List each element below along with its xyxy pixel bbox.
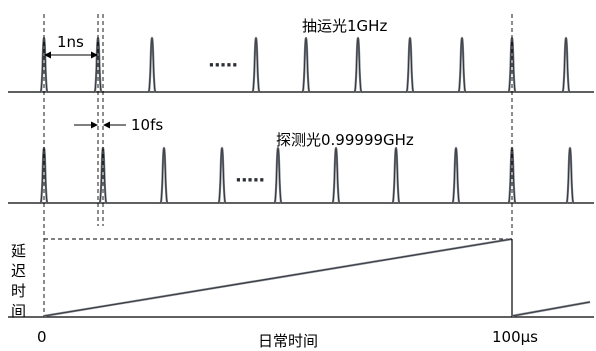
- pump-pulse-core: [458, 37, 466, 93]
- delay-sawtooth: [43, 237, 591, 318]
- pump-pulse-core: [562, 37, 570, 93]
- x-tick-100us: 100μs: [492, 328, 538, 346]
- probe-pulse-train: [39, 146, 575, 204]
- probe-ellipsis: ·····: [235, 170, 264, 191]
- pump-pulse-core: [354, 37, 362, 93]
- period-arrow: [44, 51, 98, 59]
- pump-pulse-core: [252, 37, 260, 93]
- pump-pulse-core: [148, 37, 156, 93]
- probe-label: 探测光0.99999GHz: [276, 131, 414, 149]
- pump-pulse-train: [39, 36, 571, 93]
- probe-pulse-core: [566, 147, 574, 204]
- pump-pulse-core: [406, 37, 414, 93]
- probe-pulse-core: [274, 147, 282, 204]
- y-axis-char-4: 间: [11, 302, 26, 320]
- y-axis-label: 延 迟 时 间: [11, 242, 26, 320]
- probe-pulse-core: [160, 147, 168, 204]
- pump-label: 抽运光1GHz: [302, 17, 387, 35]
- period-label: 1ns: [57, 33, 84, 51]
- pump-ellipsis: ·····: [208, 55, 237, 76]
- pump-pulse-core: [302, 37, 310, 93]
- x-tick-zero: 0: [37, 328, 47, 346]
- y-axis-char-1: 延: [11, 242, 26, 260]
- probe-pulse-core: [392, 147, 400, 204]
- offset-label: 10fs: [131, 116, 163, 134]
- offset-arrows: [74, 121, 126, 129]
- probe-pulse-core: [452, 147, 460, 204]
- x-axis-label: 日常时间: [258, 332, 318, 350]
- probe-pulse-core: [332, 147, 340, 204]
- y-axis-char-2: 迟: [11, 262, 26, 280]
- probe-pulse-core: [218, 147, 226, 204]
- y-axis-char-3: 时: [11, 282, 26, 300]
